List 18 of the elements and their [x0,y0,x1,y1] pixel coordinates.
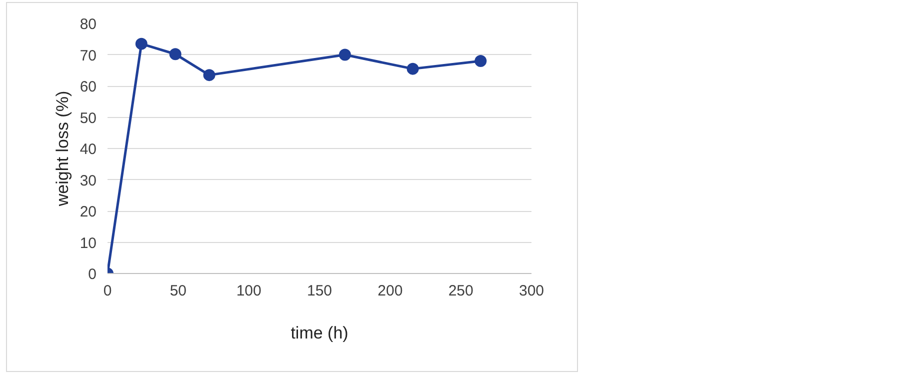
y-tick-label: 20 [80,204,97,220]
y-tick-label: 60 [80,78,97,96]
y-axis-title: weight loss (%) [52,90,72,208]
x-tick-label: 0 [103,282,112,300]
y-tick-label: 40 [80,141,97,158]
y-tick-label: 10 [80,234,97,252]
x-tick-label: 100 [236,282,262,300]
x-axis-title: time (h) [290,324,348,342]
x-tick-label: 150 [306,282,332,300]
x-tick-label: 50 [170,282,187,300]
y-tick-label: 50 [80,110,97,127]
x-tick-label: 250 [448,282,474,300]
y-tick-label: 30 [80,172,97,190]
x-tick-label: 200 [378,282,403,300]
x-tick-label: 300 [518,282,544,300]
y-tick-label: 80 [80,16,97,33]
y-tick-label: 70 [80,47,97,64]
y-tick-label: 0 [88,266,96,283]
